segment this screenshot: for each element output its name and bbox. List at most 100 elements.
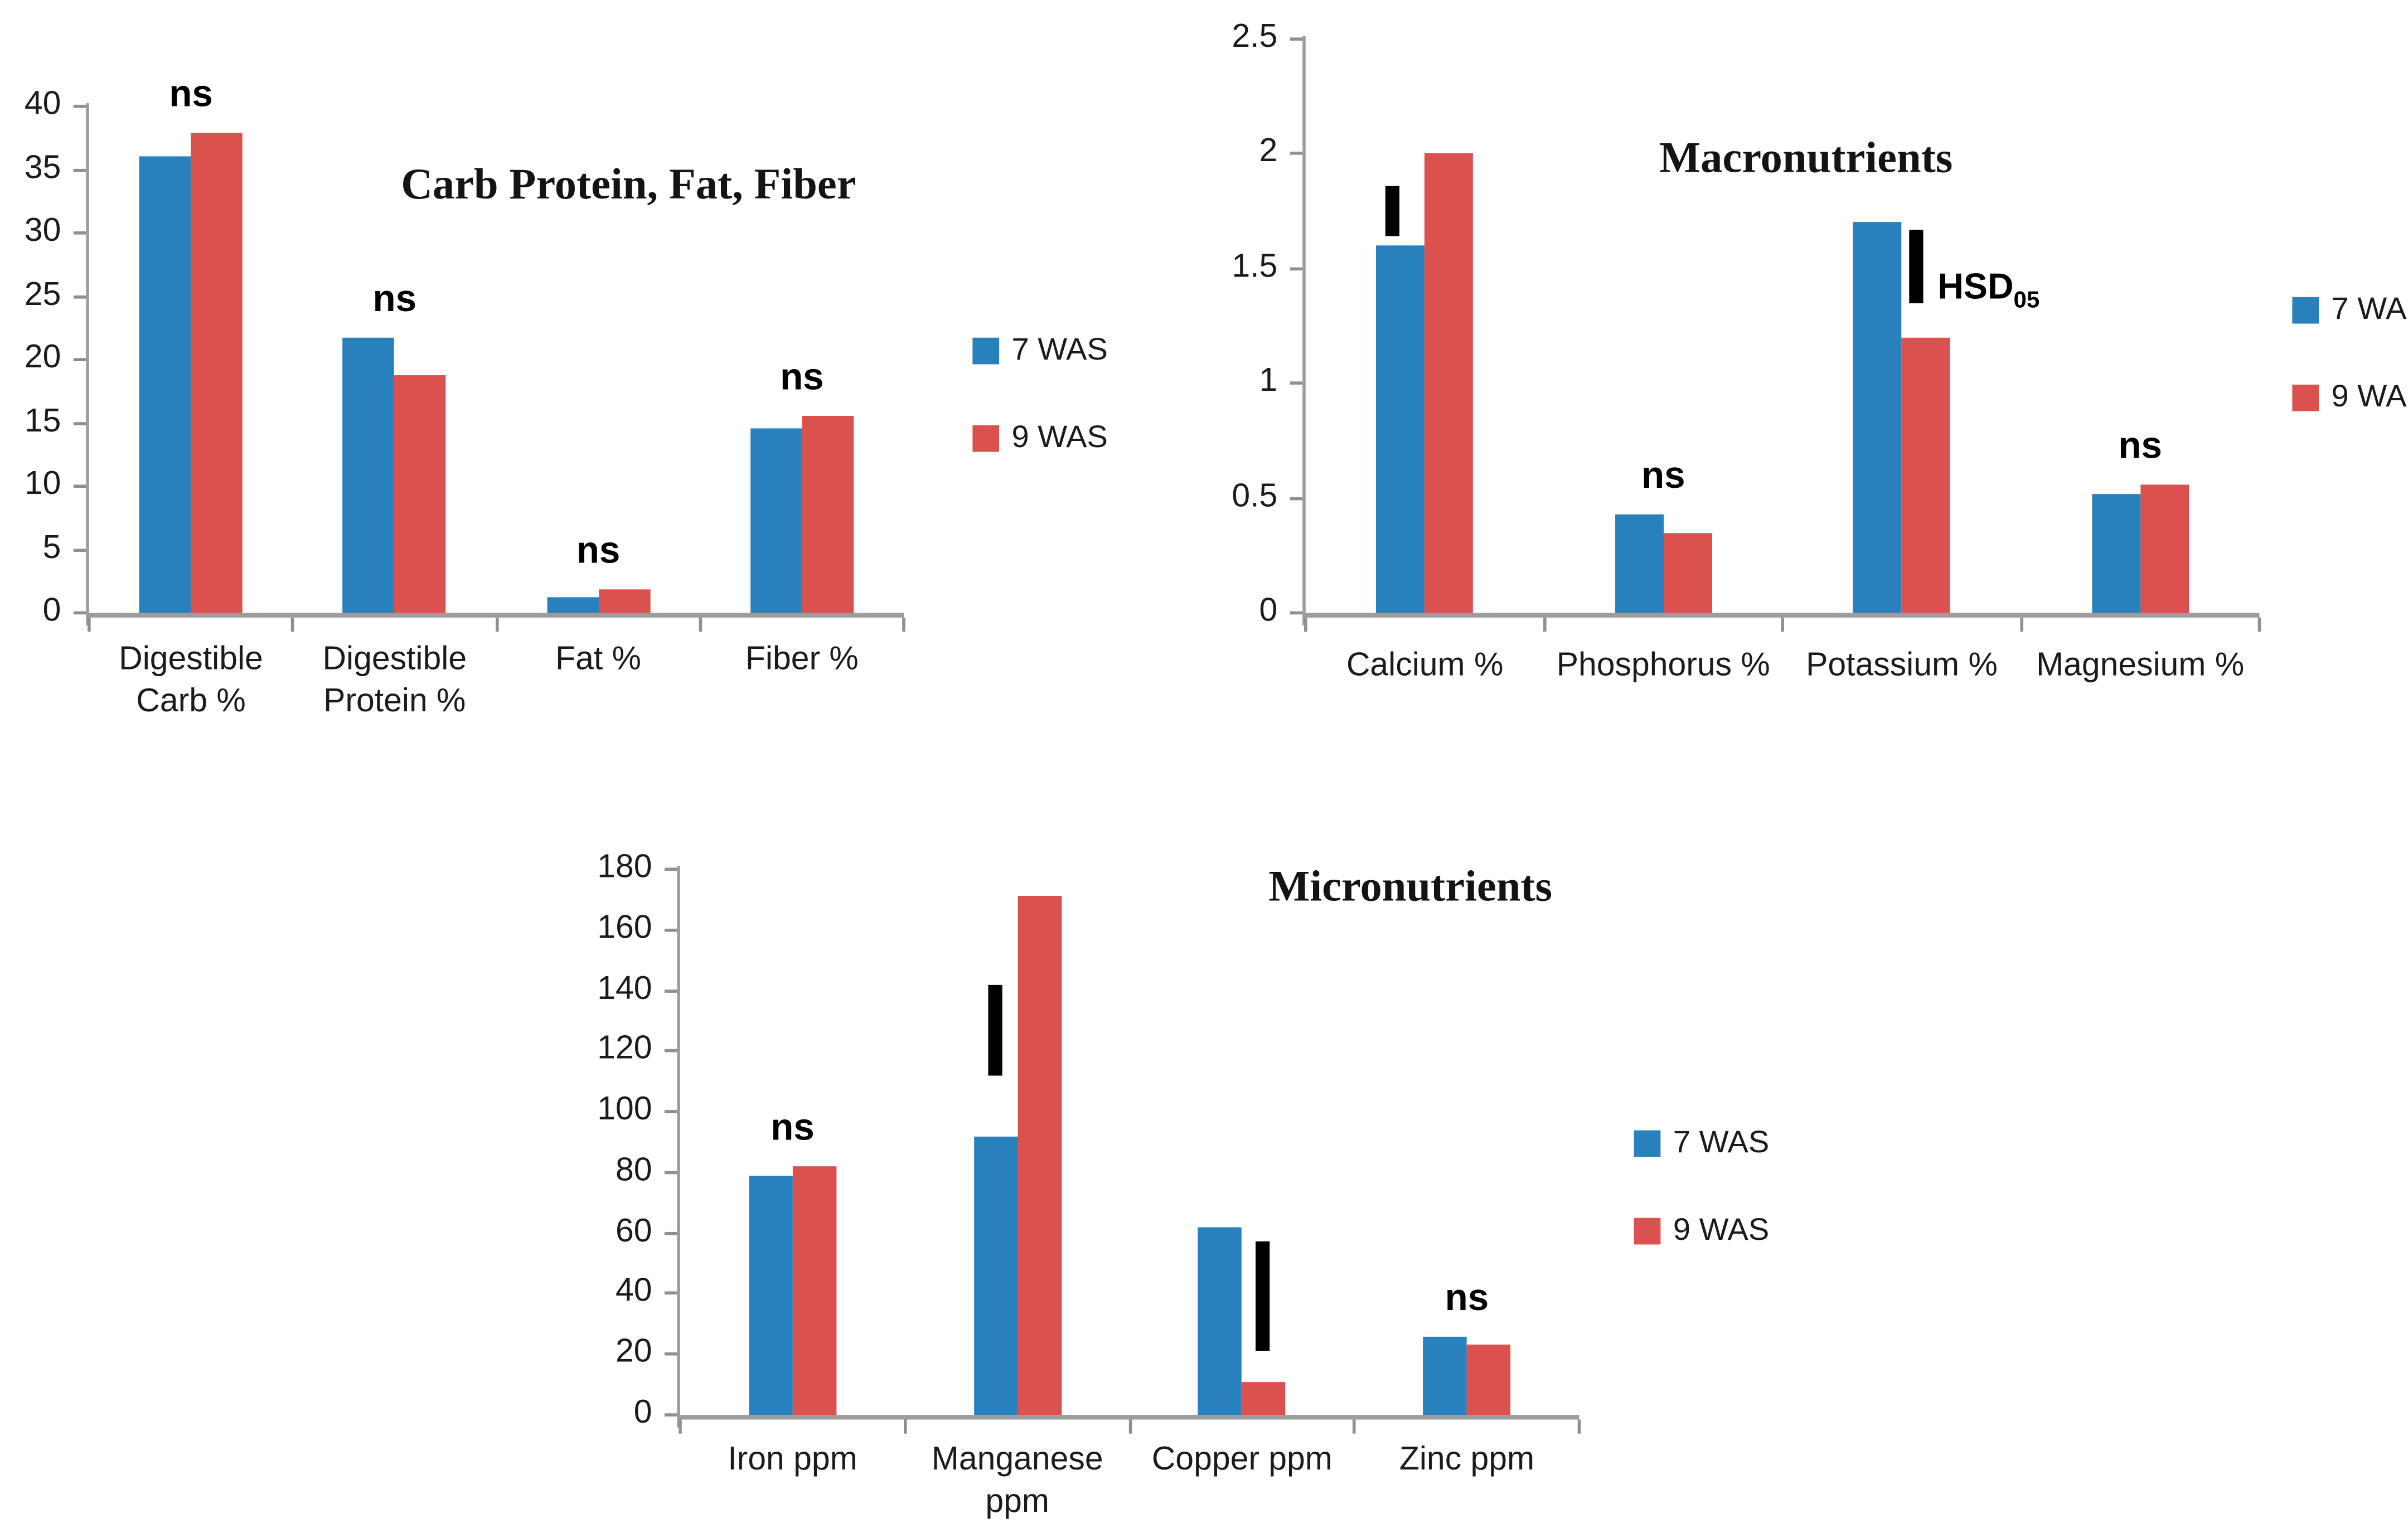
chart2-bar-9was-2 [1901, 337, 1950, 613]
chart1-category-label: Fat % [555, 641, 641, 677]
chart3-legend-swatch-7was [1634, 1130, 1661, 1157]
chart2-bar-7was-0 [1376, 245, 1425, 613]
chart3-y-tick-label: 0 [633, 1394, 652, 1431]
chart1-y-tick-label: 0 [42, 592, 61, 629]
chart1-bar-7was-3 [750, 428, 802, 613]
chart3-y-tickmark [664, 1292, 677, 1296]
chart1-bar-9was-1 [394, 375, 447, 613]
chart2-legend-label-7was: 7 WAS [2331, 292, 2408, 327]
chart3-category-label: Copper ppm [1151, 1441, 1333, 1478]
chart1-y-tick-label: 15 [24, 402, 61, 439]
chart1-y-tickmark [73, 421, 86, 425]
chart3-y-tickmark [664, 1110, 677, 1114]
chart1-ns-label-3: ns [780, 356, 824, 399]
chart2-y-tick-label: 2 [1259, 133, 1278, 169]
chart1-legend-swatch-7was [972, 337, 1000, 365]
chart2-y-tick-label: 0 [1259, 592, 1278, 629]
chart2-bar-7was-3 [2091, 493, 2140, 613]
chart3-ns-label-3: ns [1445, 1277, 1489, 1319]
chart3-y-tickmark [664, 1352, 677, 1356]
chart2-category-label: Phosphorus % [1556, 647, 1770, 683]
chart3-y-tickmark [664, 928, 677, 932]
chart3-bar-7was-2 [1198, 1226, 1242, 1415]
chart2-x-tickmark [2019, 617, 2023, 632]
chart2-x-tickmark [2257, 617, 2261, 632]
chart2-legend-swatch-9was [2292, 384, 2319, 411]
chart2-bar-9was-1 [1663, 532, 1712, 613]
chart1-x-tickmark [88, 617, 91, 632]
chart1-y-tickmark [73, 294, 86, 298]
chart3-y-tickmark [664, 1231, 677, 1235]
chart1-y-tickmark [73, 611, 86, 615]
chart2-y-tickmark [1290, 152, 1303, 156]
chart2-title: Macronutrients [1659, 134, 1953, 183]
chart2-hsd-errorbar-0 [1386, 186, 1401, 237]
chart3-y-tickmark [664, 988, 677, 992]
chart3-bar-9was-0 [792, 1166, 837, 1415]
chart3-y-tick-label: 20 [615, 1333, 652, 1370]
chart2-bar-9was-0 [1425, 153, 1474, 613]
chart1-x-tickmark [291, 617, 294, 632]
chart2-ns-label-1: ns [1641, 454, 1685, 497]
chart1-y-tick-label: 20 [24, 339, 61, 376]
chart3-y-tick-label: 120 [597, 1031, 652, 1067]
chart3-y-tickmark [664, 1049, 677, 1053]
chart3-bar-7was-0 [749, 1175, 793, 1415]
chart2-y-tickmark [1290, 611, 1303, 615]
chart2-bar-7was-2 [1853, 222, 1902, 613]
chart1-y-tickmark [73, 484, 86, 488]
chart3-y-tick-label: 40 [615, 1273, 652, 1309]
chart1-bar-9was-0 [191, 133, 243, 613]
chart3-y-tick-label: 100 [597, 1091, 652, 1128]
chart3-x-tickmark [1577, 1419, 1581, 1434]
chart1-bar-9was-3 [802, 415, 854, 613]
chart2-y-tickmark [1290, 381, 1303, 385]
chart3-category-label: Zinc ppm [1399, 1441, 1535, 1478]
chart1-y-tick-label: 25 [24, 275, 61, 312]
chart3-bar-7was-3 [1423, 1336, 1467, 1415]
chart1-y-tick-label: 5 [42, 529, 61, 565]
chart3-hsd-errorbar-1 [988, 984, 1003, 1076]
chart1-title: Carb Protein, Fat, Fiber [401, 161, 856, 210]
chart1-x-tickmark [698, 617, 702, 632]
chart2-y-tickmark [1290, 37, 1303, 41]
chart1-bar-7was-2 [546, 598, 599, 613]
chart1-y-tick-label: 10 [24, 465, 61, 502]
chart3-y-tick-label: 160 [597, 909, 652, 946]
chart2-x-tickmark [1304, 617, 1307, 632]
chart3-x-tickmark [1128, 1419, 1132, 1434]
chart1-bar-7was-0 [139, 157, 191, 613]
chart1-bar-7was-1 [343, 338, 395, 613]
chart3-y-tick-label: 140 [597, 970, 652, 1006]
chart1-y-tickmark [73, 547, 86, 551]
chart1-x-tickmark [495, 617, 498, 632]
chart2-category-label: Magnesium % [2036, 647, 2245, 683]
chart3-y-tickmark [664, 867, 677, 871]
chart2-y-tickmark [1290, 496, 1303, 500]
chart3-x-axis-line [677, 1415, 1580, 1420]
chart1-y-axis-line [86, 103, 89, 625]
chart2-x-tickmark [1781, 617, 1784, 632]
chart3-y-tick-label: 80 [615, 1152, 652, 1189]
chart2-category-label: Calcium % [1346, 647, 1504, 683]
chart3-legend-swatch-9was [1634, 1218, 1661, 1245]
chart2-y-tick-label: 2.5 [1232, 18, 1278, 55]
chart2-y-tick-label: 1.5 [1232, 248, 1278, 284]
chart3-bar-9was-3 [1466, 1345, 1511, 1415]
chart1-legend-label-7was: 7 WAS [1011, 333, 1108, 368]
chart2-legend-swatch-7was [2292, 297, 2319, 324]
chart1-y-tickmark [73, 168, 86, 172]
chart1-bar-9was-2 [598, 590, 650, 613]
chart3-bar-9was-2 [1242, 1381, 1286, 1415]
chart3-y-axis-line [677, 866, 680, 1428]
chart2-legend-label-9was: 9 WAS [2331, 380, 2408, 415]
chart2-y-tick-label: 0.5 [1232, 478, 1278, 514]
chart1-y-tickmark [73, 358, 86, 361]
chart2-x-axis-line [1302, 613, 2260, 618]
chart2-hsd-label: HSD05 [1937, 265, 2040, 314]
chart2-hsd-errorbar-2 [1909, 229, 1924, 303]
chart2-y-tick-label: 1 [1259, 363, 1278, 399]
chart3-category-label: Iron ppm [728, 1441, 857, 1478]
chart2-ns-label-3: ns [2118, 425, 2162, 467]
